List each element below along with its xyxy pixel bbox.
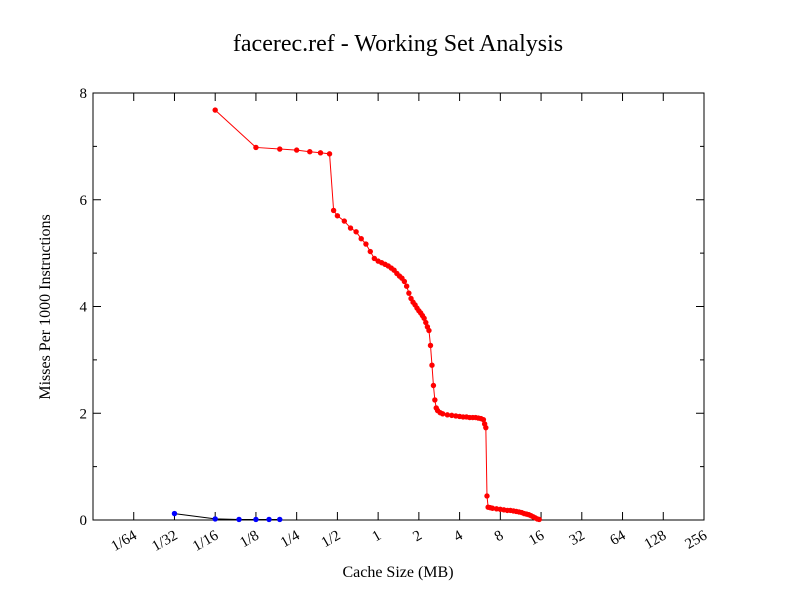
data-point bbox=[212, 516, 218, 522]
data-point bbox=[293, 147, 300, 153]
x-tick-label: 4 bbox=[451, 527, 466, 545]
data-point bbox=[426, 327, 432, 334]
y-tick-label: 6 bbox=[80, 193, 88, 209]
x-tick-label: 32 bbox=[567, 528, 588, 549]
x-tick-label: 1/64 bbox=[109, 527, 141, 554]
series-0 bbox=[212, 107, 542, 523]
x-tick-label: 256 bbox=[683, 527, 711, 552]
x-tick-label: 1/2 bbox=[319, 528, 344, 551]
plot-area-frame bbox=[92, 92, 705, 521]
data-point bbox=[483, 424, 489, 431]
data-point bbox=[363, 241, 369, 247]
data-point bbox=[171, 510, 178, 517]
data-point bbox=[401, 278, 408, 285]
data-point bbox=[307, 149, 313, 155]
x-tick-label: 1/4 bbox=[278, 527, 303, 551]
data-point bbox=[406, 290, 412, 296]
y-tick-label: 0 bbox=[80, 513, 88, 529]
data-point bbox=[347, 225, 354, 231]
x-tick-label: 128 bbox=[642, 528, 669, 553]
data-point bbox=[277, 516, 283, 523]
data-point bbox=[253, 516, 259, 523]
y-tick-label: 4 bbox=[80, 300, 88, 316]
x-tick-label: 1 bbox=[370, 528, 384, 546]
data-point bbox=[317, 150, 324, 156]
data-point bbox=[439, 411, 446, 417]
data-point bbox=[330, 207, 337, 214]
data-point bbox=[427, 342, 434, 349]
series-0-line bbox=[214, 109, 540, 520]
x-tick-label: 2 bbox=[410, 528, 424, 546]
x-tick-label: 1/32 bbox=[149, 528, 180, 555]
series-1-line bbox=[174, 513, 280, 520]
data-point bbox=[353, 229, 359, 235]
data-point bbox=[341, 218, 348, 224]
data-point bbox=[367, 248, 373, 255]
data-point bbox=[236, 516, 242, 523]
series-1 bbox=[171, 510, 283, 523]
data-point bbox=[403, 283, 410, 289]
y-tick-label: 2 bbox=[80, 406, 88, 422]
x-tick-label: 1/16 bbox=[190, 527, 222, 554]
chart-title: facerec.ref - Working Set Analysis bbox=[233, 31, 563, 57]
data-point bbox=[326, 151, 333, 157]
data-point bbox=[430, 382, 437, 389]
x-tick-label: 1/8 bbox=[237, 528, 262, 551]
data-point bbox=[371, 255, 378, 262]
x-tick-label: 16 bbox=[526, 527, 547, 549]
x-tick-label: 8 bbox=[492, 528, 506, 546]
data-point bbox=[253, 144, 259, 151]
data-point bbox=[444, 412, 451, 418]
data-point bbox=[536, 516, 542, 523]
series-layer bbox=[171, 107, 542, 523]
y-tick-label: 8 bbox=[80, 86, 88, 102]
data-point bbox=[212, 107, 218, 113]
data-point bbox=[358, 236, 364, 242]
x-axis-label: Cache Size (MB) bbox=[342, 564, 453, 581]
y-axis-label: Misses Per 1000 Instructions bbox=[37, 214, 54, 399]
data-point bbox=[277, 146, 283, 152]
data-point bbox=[266, 516, 272, 523]
axis-ticks: 1/64 1/32 1/16 1/8 1/4 1/2 1 2 4 8 16 32 64 128 256 0 2 4… bbox=[80, 86, 711, 555]
x-tick-label: 64 bbox=[608, 527, 629, 549]
data-point bbox=[429, 362, 435, 368]
data-point bbox=[432, 397, 438, 403]
data-point bbox=[334, 213, 341, 219]
data-point bbox=[484, 493, 490, 499]
